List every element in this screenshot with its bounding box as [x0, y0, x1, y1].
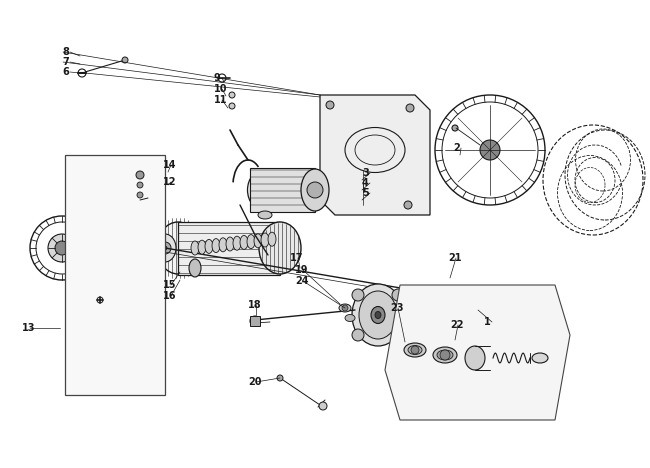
Text: 18: 18 — [248, 300, 261, 310]
Circle shape — [326, 101, 334, 109]
Circle shape — [452, 125, 458, 131]
Circle shape — [411, 346, 419, 354]
Ellipse shape — [259, 222, 301, 274]
Ellipse shape — [352, 284, 404, 346]
Text: 8: 8 — [62, 47, 69, 57]
Ellipse shape — [251, 173, 279, 207]
Ellipse shape — [433, 347, 457, 363]
Text: 24: 24 — [295, 276, 309, 286]
Text: 22: 22 — [450, 320, 463, 330]
Ellipse shape — [157, 222, 199, 274]
Ellipse shape — [120, 233, 140, 257]
Polygon shape — [178, 222, 280, 275]
Circle shape — [163, 246, 167, 250]
Circle shape — [404, 201, 412, 209]
Text: 6: 6 — [62, 67, 69, 77]
Text: 7: 7 — [62, 57, 69, 67]
Circle shape — [307, 182, 323, 198]
Text: 19: 19 — [295, 265, 309, 275]
Circle shape — [137, 182, 143, 188]
Ellipse shape — [226, 237, 234, 251]
Ellipse shape — [371, 307, 385, 323]
Ellipse shape — [301, 169, 329, 211]
Circle shape — [55, 241, 69, 255]
Text: 12: 12 — [163, 177, 177, 187]
Circle shape — [159, 242, 171, 254]
Text: 10: 10 — [214, 84, 228, 94]
Text: 16: 16 — [163, 291, 177, 301]
Text: 20: 20 — [248, 377, 261, 387]
Polygon shape — [250, 168, 315, 212]
Circle shape — [250, 316, 260, 326]
Ellipse shape — [359, 291, 397, 339]
Circle shape — [277, 375, 283, 381]
Ellipse shape — [205, 240, 213, 253]
Circle shape — [136, 171, 144, 179]
Text: 13: 13 — [22, 323, 36, 333]
Ellipse shape — [345, 314, 355, 322]
Polygon shape — [250, 316, 260, 326]
Text: 5: 5 — [362, 188, 369, 198]
Ellipse shape — [247, 234, 255, 249]
Text: 2: 2 — [453, 143, 460, 153]
Circle shape — [229, 103, 235, 109]
Ellipse shape — [261, 233, 269, 247]
Ellipse shape — [219, 238, 227, 252]
Circle shape — [352, 329, 364, 341]
Text: 4: 4 — [362, 178, 369, 188]
Ellipse shape — [268, 232, 276, 246]
Ellipse shape — [212, 239, 220, 253]
Polygon shape — [65, 155, 165, 395]
Text: 1: 1 — [484, 317, 491, 327]
Ellipse shape — [375, 312, 381, 319]
Ellipse shape — [254, 234, 262, 248]
Circle shape — [480, 140, 500, 160]
Polygon shape — [385, 285, 570, 420]
Polygon shape — [320, 95, 430, 215]
Circle shape — [342, 305, 348, 311]
Ellipse shape — [189, 259, 201, 277]
Text: 3: 3 — [362, 168, 369, 178]
Circle shape — [137, 192, 143, 198]
Text: 21: 21 — [448, 253, 462, 263]
Text: 9: 9 — [214, 73, 221, 83]
Text: 23: 23 — [390, 303, 404, 313]
Circle shape — [440, 350, 450, 360]
Ellipse shape — [125, 239, 135, 251]
Circle shape — [229, 92, 235, 98]
Ellipse shape — [404, 343, 426, 357]
Text: 11: 11 — [214, 95, 228, 105]
Circle shape — [122, 57, 128, 63]
Text: 14: 14 — [163, 160, 177, 170]
Ellipse shape — [339, 304, 351, 312]
Circle shape — [127, 242, 133, 248]
Ellipse shape — [154, 234, 176, 262]
Ellipse shape — [240, 235, 248, 249]
Ellipse shape — [198, 240, 206, 254]
Circle shape — [352, 289, 364, 301]
Ellipse shape — [248, 169, 283, 211]
Circle shape — [319, 402, 327, 410]
Ellipse shape — [258, 211, 272, 219]
Circle shape — [406, 104, 414, 112]
Text: 15: 15 — [163, 280, 177, 290]
Ellipse shape — [408, 345, 422, 354]
Circle shape — [48, 234, 76, 262]
Ellipse shape — [233, 236, 241, 250]
Text: 17: 17 — [290, 253, 304, 263]
Ellipse shape — [191, 241, 199, 255]
Ellipse shape — [437, 350, 453, 360]
Ellipse shape — [465, 346, 485, 370]
Circle shape — [392, 289, 404, 301]
Ellipse shape — [532, 353, 548, 363]
